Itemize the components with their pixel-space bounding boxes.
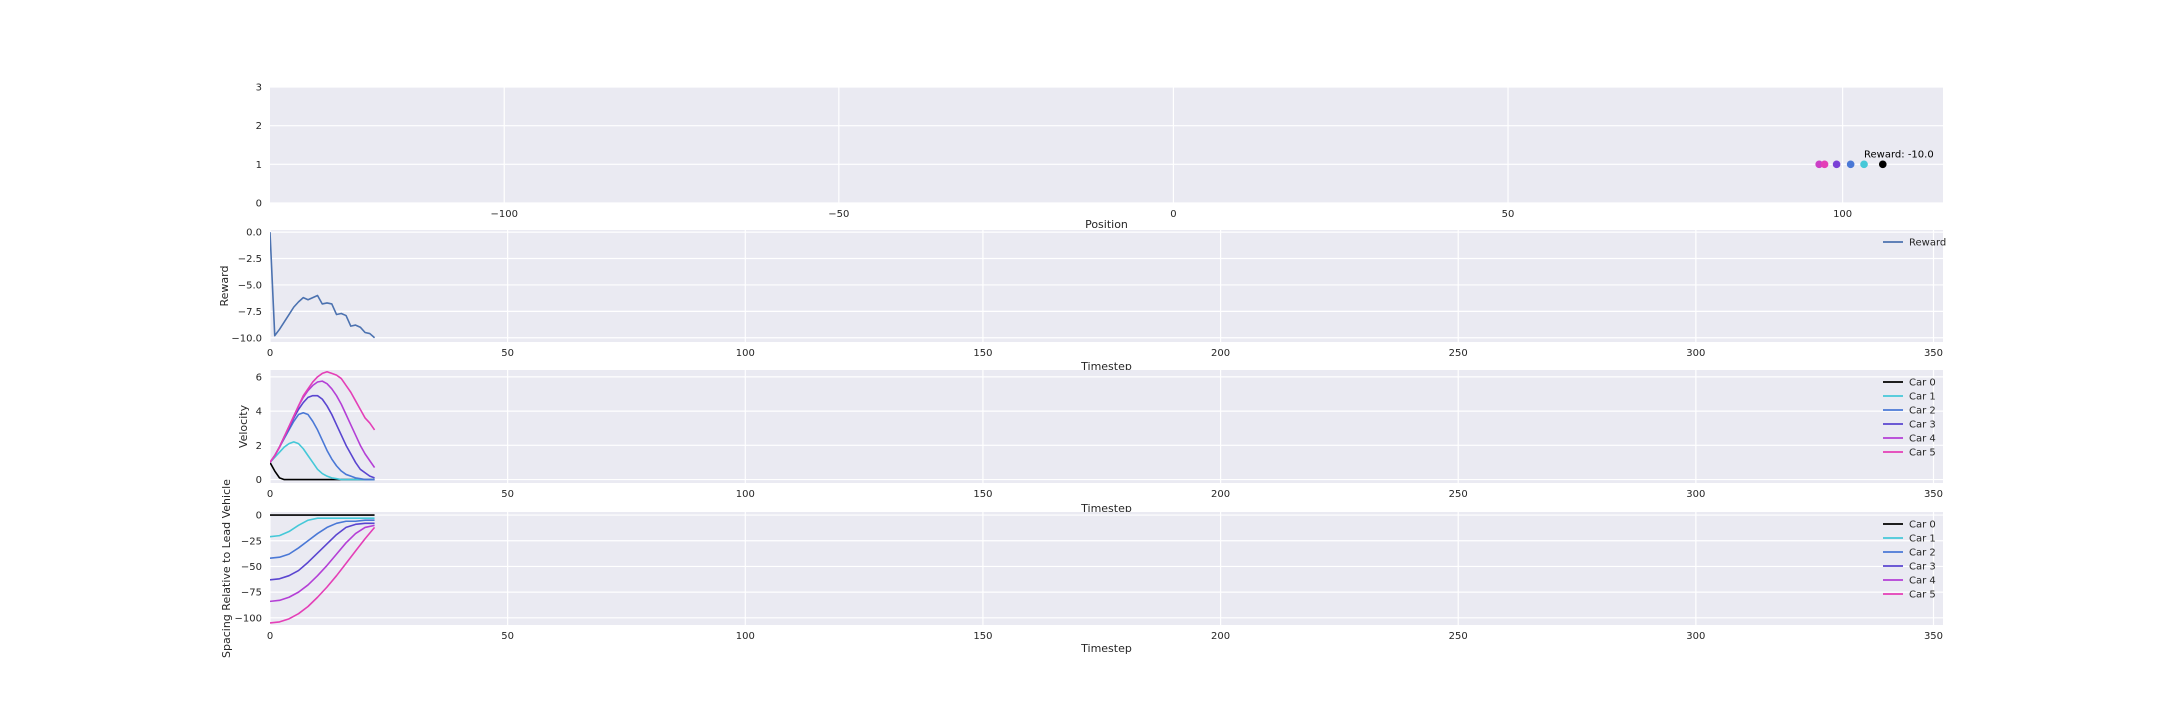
positions-ytick-label: 1 bbox=[256, 160, 262, 171]
reward-xtick-label: 0 bbox=[267, 348, 273, 359]
velocity-xtick-label: 200 bbox=[1211, 489, 1230, 500]
positions-ytick-label: 2 bbox=[256, 121, 262, 132]
positions-axes: −100 −50 0 50 100 0 1 2 3 Position Reward: -10.0 bbox=[256, 83, 1943, 231]
velocity-xtick-label: 250 bbox=[1449, 489, 1468, 500]
series-line-car-2 bbox=[270, 412, 375, 481]
reward-marks bbox=[270, 232, 376, 339]
reward-ylabel: Reward bbox=[218, 266, 231, 307]
reward-xtick-label: 300 bbox=[1686, 348, 1705, 359]
legend-label: Car 4 bbox=[1909, 576, 1936, 587]
spacing-xtick-label: 100 bbox=[736, 631, 755, 642]
reward-xtick-label: 350 bbox=[1924, 348, 1943, 359]
series-line-reward bbox=[270, 232, 376, 339]
reward-xtick-label: 200 bbox=[1211, 348, 1230, 359]
legend-label: Car 0 bbox=[1909, 520, 1936, 531]
reward-ytick-label: −2.5 bbox=[238, 254, 262, 265]
reward-xtick-label: 250 bbox=[1449, 348, 1468, 359]
legend-label: Car 1 bbox=[1909, 392, 1936, 403]
spacing-xtick-label: 150 bbox=[973, 631, 992, 642]
velocity-xlabel: Timestep bbox=[1080, 502, 1132, 515]
reward-ytick-label: −5.0 bbox=[238, 280, 262, 291]
velocity-ytick-label: 6 bbox=[256, 372, 262, 383]
reward-axes: 0 50 100 150 200 250 300 350 0.0 −2.5 −5.0 −7.5 −10.… bbox=[218, 228, 1946, 373]
velocity-axes: 0 50 100 150 200 250 300 350 0 2 4 6 Timestep Velocit… bbox=[237, 370, 1943, 515]
velocity-ylabel: Velocity bbox=[237, 404, 250, 448]
spacing-xlabel: Timestep bbox=[1080, 642, 1132, 655]
reward-xtick-label: 100 bbox=[736, 348, 755, 359]
reward-ytick-label: 0.0 bbox=[246, 228, 262, 239]
legend-label: Car 3 bbox=[1909, 420, 1936, 431]
spacing-xtick-label: 50 bbox=[501, 631, 514, 642]
spacing-xtick-label: 300 bbox=[1686, 631, 1705, 642]
positions-xtick-label: −100 bbox=[490, 209, 517, 220]
series-line-car-1 bbox=[270, 441, 375, 481]
legend-label: Car 2 bbox=[1909, 548, 1936, 559]
series-line-car-2 bbox=[270, 519, 375, 560]
positions-xlabel: Position bbox=[1085, 218, 1128, 231]
legend-label: Car 4 bbox=[1909, 434, 1936, 445]
series-line-car-1 bbox=[270, 517, 375, 538]
series-line-car-3 bbox=[270, 522, 375, 581]
position-point bbox=[1860, 160, 1868, 169]
velocity-ytick-label: 0 bbox=[256, 475, 262, 486]
position-point bbox=[1832, 160, 1841, 169]
legend-label: Car 5 bbox=[1909, 448, 1936, 459]
velocity-xtick-label: 50 bbox=[501, 489, 514, 500]
spacing-plot-area bbox=[270, 512, 1943, 625]
spacing-xtick-label: 350 bbox=[1924, 631, 1943, 642]
spacing-ytick-label: 0 bbox=[256, 511, 262, 522]
reward-xtick-label: 50 bbox=[501, 348, 514, 359]
velocity-xtick-label: 300 bbox=[1686, 489, 1705, 500]
legend-label: Car 0 bbox=[1909, 378, 1936, 389]
velocity-xtick-label: 100 bbox=[736, 489, 755, 500]
spacing-xtick-label: 0 bbox=[267, 631, 273, 642]
spacing-ytick-label: −100 bbox=[235, 613, 262, 624]
velocity-xtick-label: 150 bbox=[973, 489, 992, 500]
spacing-ytick-label: −25 bbox=[241, 536, 262, 547]
velocity-plot-area bbox=[270, 370, 1943, 483]
position-point bbox=[1878, 160, 1887, 169]
position-point bbox=[1815, 160, 1823, 169]
reward-ytick-label: −7.5 bbox=[238, 307, 262, 318]
positions-xtick-label: −50 bbox=[828, 209, 849, 220]
reward-plot-area bbox=[270, 230, 1943, 342]
velocity-xtick-label: 350 bbox=[1924, 489, 1943, 500]
positions-marks bbox=[1815, 160, 1887, 169]
spacing-marks bbox=[270, 514, 376, 624]
velocity-xtick-label: 0 bbox=[267, 489, 273, 500]
positions-xtick-label: 0 bbox=[1170, 209, 1176, 220]
legend-label: Car 3 bbox=[1909, 562, 1936, 573]
spacing-ytick-label: −75 bbox=[241, 588, 262, 599]
legend-label: Car 5 bbox=[1909, 590, 1936, 601]
position-point bbox=[1846, 160, 1855, 169]
positions-xtick-label: 100 bbox=[1833, 209, 1852, 220]
positions-xtick-label: 50 bbox=[1502, 209, 1515, 220]
positions-ytick-label: 0 bbox=[256, 199, 262, 210]
velocity-ytick-label: 4 bbox=[256, 407, 262, 418]
position-point bbox=[1820, 160, 1829, 169]
spacing-xtick-label: 250 bbox=[1449, 631, 1468, 642]
series-line-car-5 bbox=[270, 526, 376, 624]
reward-xtick-label: 150 bbox=[973, 348, 992, 359]
reward-xlabel: Timestep bbox=[1080, 360, 1132, 373]
positions-plot-area bbox=[270, 87, 1943, 203]
velocity-ytick-label: 2 bbox=[256, 441, 262, 452]
spacing-ytick-label: −50 bbox=[241, 562, 262, 573]
velocity-marks bbox=[270, 370, 376, 481]
legend-label: Car 2 bbox=[1909, 406, 1936, 417]
spacing-axes: 0 50 100 150 200 250 300 350 0 −25 −50 −75 −100 Times… bbox=[220, 479, 1943, 658]
legend-label: Reward bbox=[1909, 238, 1946, 249]
legend-label: Car 1 bbox=[1909, 534, 1936, 545]
positions-ytick-label: 3 bbox=[256, 83, 262, 94]
series-line-car-4 bbox=[270, 524, 375, 603]
series-line-car-5 bbox=[270, 370, 376, 463]
reward-annotation: Reward: -10.0 bbox=[1864, 150, 1934, 161]
reward-ytick-label: −10.0 bbox=[231, 333, 262, 344]
spacing-xtick-label: 200 bbox=[1211, 631, 1230, 642]
spacing-ylabel: Spacing Relative to Lead Vehicle bbox=[220, 479, 233, 658]
